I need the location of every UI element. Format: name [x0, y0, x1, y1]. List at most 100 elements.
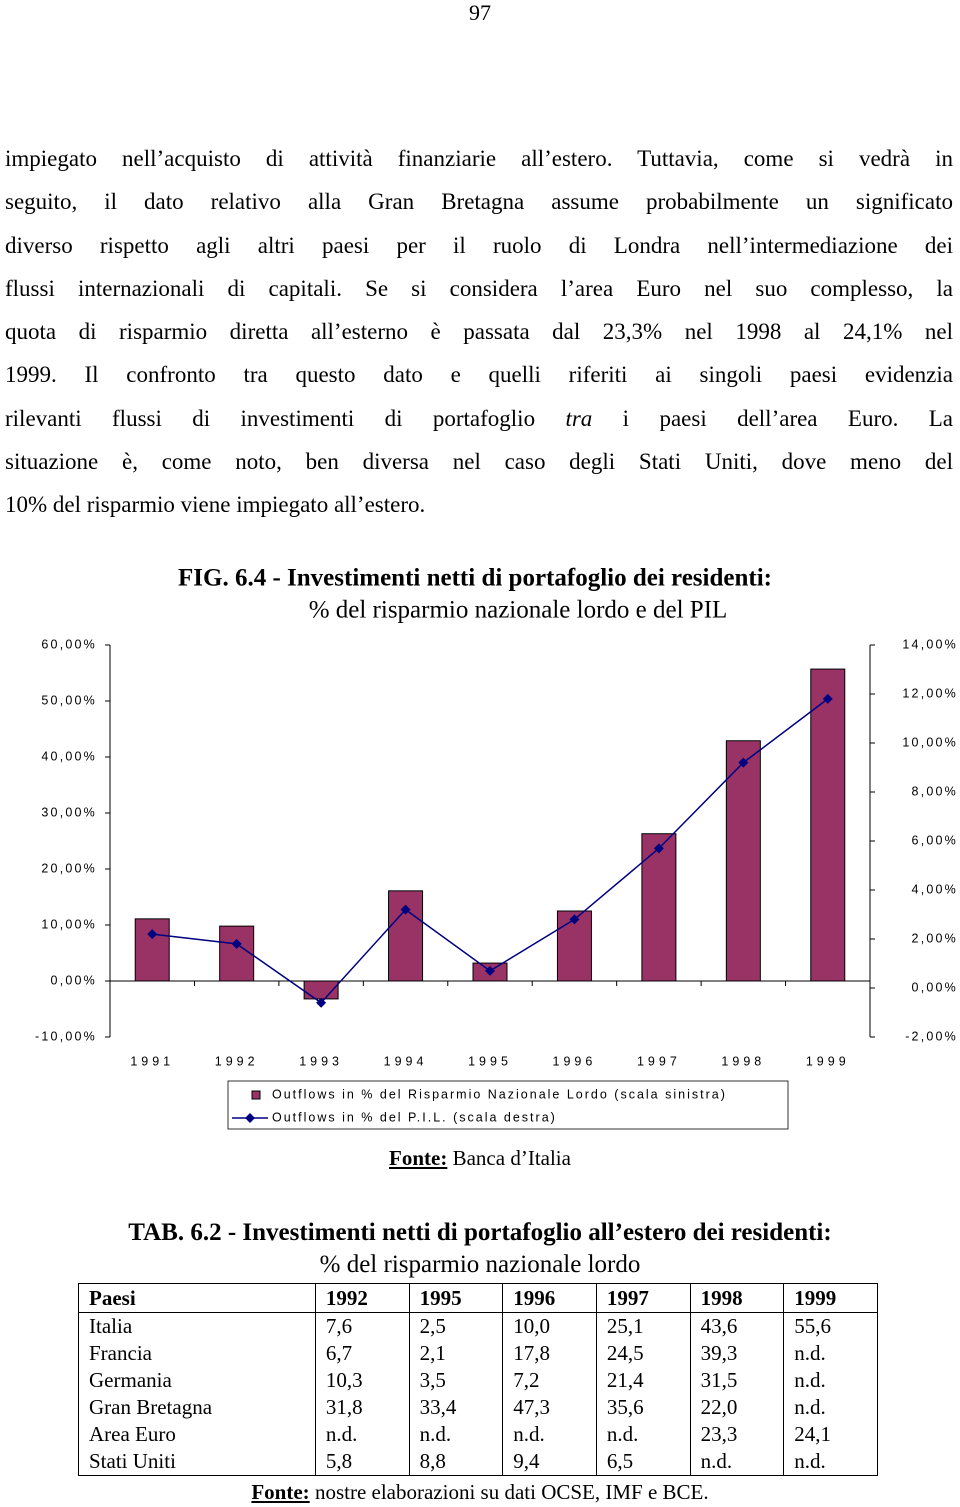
text-line: impiegato nell’acquisto di attività fina… [5, 146, 953, 171]
header-cell: 1992 [314, 1283, 410, 1313]
x-tick-label: 1993 [299, 1054, 343, 1068]
header-cell: 1999 [783, 1283, 878, 1313]
y2-tick-label: 2,00% [912, 931, 958, 945]
legend-swatch [251, 1090, 261, 1100]
y-tick-label: 20,00% [41, 861, 97, 875]
header-cell: Paesi [78, 1283, 316, 1313]
table-cell: 25,1 [595, 1312, 691, 1340]
x-tick-label: 1996 [553, 1054, 597, 1068]
x-tick-label: 1994 [384, 1054, 428, 1068]
legend-marker [245, 1113, 255, 1123]
table-cell: n.d. [408, 1421, 503, 1448]
table-cell: Italia [78, 1312, 316, 1340]
y-tick-label: -10,00% [35, 1029, 97, 1043]
table-cell: 8,8 [408, 1448, 503, 1476]
y-tick-label: 60,00% [41, 637, 97, 651]
bar [810, 668, 846, 982]
chart-title: FIG. 6.4 - Investimenti netti di portafo… [178, 565, 772, 592]
table-cell: 2,5 [408, 1312, 503, 1340]
text: rilevanti flussi di investimenti di port… [5, 405, 566, 431]
paragraph: impiegato nell’acquisto di attività fina… [5, 137, 953, 526]
y-tick-label: 0,00% [51, 973, 97, 987]
x-tick-label: 1992 [215, 1054, 259, 1068]
header-cell: 1997 [595, 1283, 691, 1313]
table-row: Area Euro n.d. n.d. n.d. n.d. 23,3 24,1 [78, 1421, 878, 1448]
source-label: Fonte: [251, 1480, 310, 1504]
text-line: quota di risparmio diretta all’esterno è… [5, 319, 953, 344]
table-cell: Gran Bretagna [78, 1394, 316, 1421]
table-cell: 22,0 [689, 1394, 784, 1421]
table-cell: 7,2 [502, 1367, 597, 1394]
table-source: Fonte: nostre elaborazioni su dati OCSE,… [0, 1480, 960, 1505]
y2-tick-label: 14,00% [902, 637, 958, 651]
y2-tick-label: 8,00% [912, 784, 958, 798]
table-cell: n.d. [783, 1394, 878, 1421]
table-cell: 23,3 [689, 1421, 784, 1448]
table-cell: 10,3 [314, 1367, 410, 1394]
table-cell: 21,4 [595, 1367, 691, 1394]
header-cell: 1998 [689, 1283, 784, 1313]
table-cell: Stati Uniti [78, 1448, 316, 1476]
legend-label: Outflows in % del Risparmio Nazionale Lo… [272, 1087, 727, 1101]
bar [641, 833, 677, 982]
text-line: seguito, il dato relativo alla Gran Bret… [5, 189, 953, 215]
table-cell: 43,6 [689, 1312, 784, 1340]
line-marker [231, 938, 242, 949]
source-text: nostre elaborazioni su dati OCSE, IMF e … [314, 1480, 709, 1504]
y-tick-label: 30,00% [41, 805, 97, 819]
table-row: Germania 10,3 3,5 7,2 21,4 31,5 n.d. [78, 1367, 878, 1394]
line-marker [822, 693, 833, 704]
table-cell: n.d. [783, 1340, 878, 1367]
text-line: diverso rispetto agli altri paesi per il… [5, 232, 953, 258]
table-cell: 10,0 [502, 1312, 597, 1340]
table-cell: 6,7 [314, 1340, 410, 1367]
y2-tick-label: 12,00% [902, 686, 958, 700]
data-table: Paesi 1992 1995 1996 1997 1998 1999 Italia 7,6 2,… [78, 1283, 878, 1476]
table-cell: 33,4 [408, 1394, 503, 1421]
table-row: Gran Bretagna 31,8 33,4 47,3 35,6 22,0 n.d. [78, 1394, 878, 1421]
table-cell: n.d. [502, 1421, 597, 1448]
table-cell: Area Euro [78, 1421, 316, 1448]
y2-tick-label: 10,00% [902, 735, 958, 749]
table-cell: 9,4 [502, 1448, 597, 1476]
text-line: rilevanti flussi di investimenti di port… [5, 397, 953, 440]
table-cell: 39,3 [689, 1340, 784, 1367]
x-tick-label: 1997 [637, 1054, 681, 1068]
table-cell: Germania [78, 1367, 316, 1394]
header-cell: 1996 [502, 1283, 597, 1313]
x-tick-label: 1991 [130, 1054, 174, 1068]
table-cell: n.d. [783, 1367, 878, 1394]
y-tick-label: 50,00% [41, 693, 97, 707]
text-line: flussi internazionali di capitali. Se si… [5, 275, 953, 301]
table-cell: n.d. [689, 1448, 784, 1476]
table-cell: 55,6 [783, 1312, 878, 1340]
bar [388, 890, 424, 982]
line-marker [485, 965, 495, 976]
line-marker [653, 843, 664, 854]
line-marker [147, 929, 158, 940]
table-cell: 7,6 [314, 1312, 410, 1340]
table-cell: 24,1 [783, 1421, 878, 1448]
table-cell: 2,1 [408, 1340, 503, 1367]
legend-label: Outflows in % del P.I.L. (scala destra) [272, 1110, 557, 1124]
table-cell: 31,8 [314, 1394, 410, 1421]
table-row: Francia 6,7 2,1 17,8 24,5 39,3 n.d. [78, 1340, 878, 1367]
y-tick-label: 10,00% [41, 917, 97, 931]
chart-subtitle: % del risparmio nazionale lordo e del PI… [309, 597, 728, 624]
table-title-line: TAB. 6.2 - Investimenti netti di portafo… [128, 1219, 832, 1246]
legend-box [227, 1080, 789, 1130]
table-cell: 24,5 [595, 1340, 691, 1367]
table-cell: 17,8 [502, 1340, 597, 1367]
italic-text: tra [565, 405, 593, 431]
x-tick-label: 1995 [468, 1054, 512, 1068]
text-line: situazione è, come noto, ben diversa nel… [5, 448, 953, 474]
y2-tick-label: 4,00% [912, 882, 958, 896]
text-line: 10% del risparmio viene impiegato all’es… [5, 492, 426, 517]
x-tick-label: 1999 [806, 1054, 850, 1068]
table-row: Italia 7,6 2,5 10,0 25,1 43,6 55,6 [78, 1312, 878, 1340]
bar [725, 740, 761, 982]
bar [219, 925, 255, 982]
source-text: Banca d’Italia [452, 1146, 571, 1170]
